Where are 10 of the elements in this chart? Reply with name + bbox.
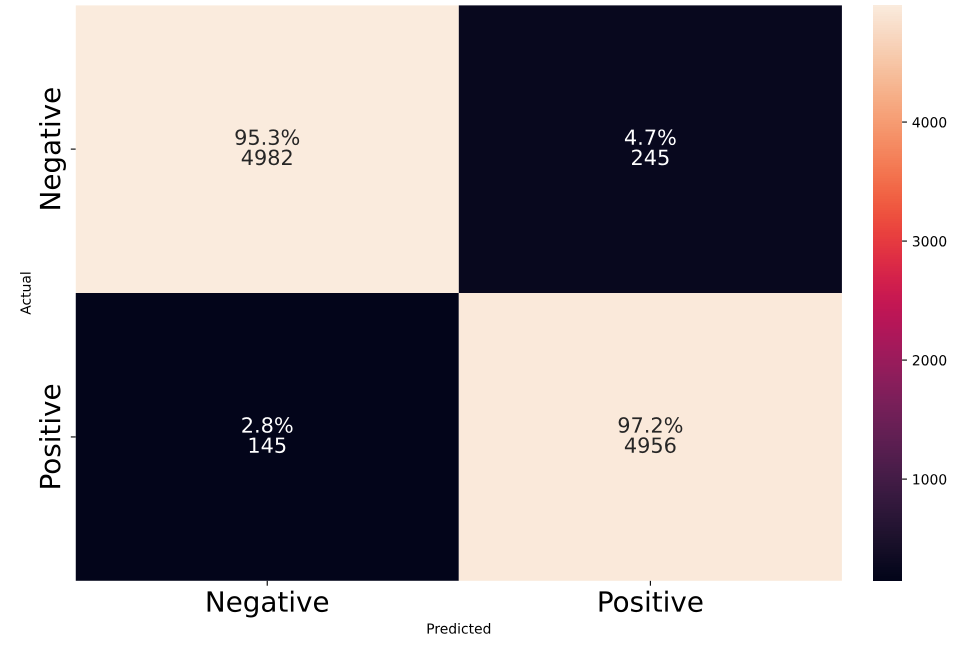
data-label: 2.8% 145 <box>242 417 293 454</box>
data-label: 97.2% 4956 <box>618 417 682 454</box>
data-label: 4.7% 245 <box>624 129 676 166</box>
x-axis-title: Predicted <box>428 623 490 634</box>
color-bar-label: 3000 <box>912 236 946 247</box>
color-bar-label: 4000 <box>912 117 946 128</box>
data-label: 95.3% 4982 <box>235 129 300 166</box>
y-axis-title: Actual <box>20 272 31 315</box>
color-bar-label: 2000 <box>912 355 946 366</box>
color-bar-label: 1000 <box>913 474 946 485</box>
